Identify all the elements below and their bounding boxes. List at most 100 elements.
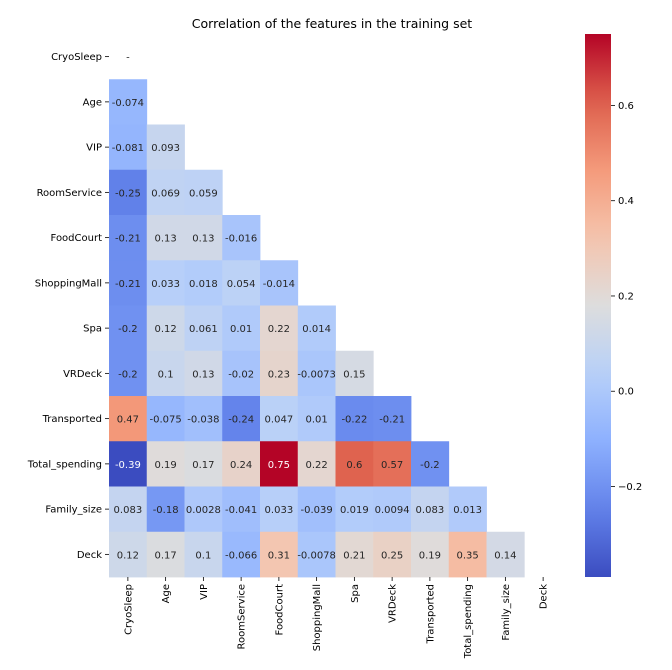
heatmap-cell (184, 531, 223, 578)
cell-value-label: 0.061 (189, 324, 218, 335)
cell-value-label: -0.016 (225, 234, 257, 245)
heatmap-cell (184, 215, 223, 261)
x-tick-label: CryoSleep (123, 584, 134, 635)
heatmap-cell (109, 396, 148, 442)
cell-value-label: 0.75 (268, 460, 290, 471)
cell-value-label: 0.57 (381, 460, 403, 471)
heatmap-cell (222, 531, 261, 578)
y-tick-label: RoomService (37, 188, 102, 199)
heatmap-cell (335, 396, 374, 442)
heatmap-cell (146, 396, 185, 442)
y-tick-label: VIP (86, 143, 102, 154)
heatmap-cell (109, 215, 148, 261)
y-tick-label: Transported (42, 414, 102, 425)
heatmap-cell (260, 396, 299, 442)
y-tick-label: Spa (83, 324, 102, 335)
heatmap-cell (146, 260, 185, 306)
colorbar: −0.2 0.0 0.2 0.4 0.6 (585, 34, 642, 577)
cell-value-label: 0.033 (151, 279, 180, 290)
heatmap-cell (373, 486, 412, 533)
cell-value-label: -0.081 (112, 143, 144, 154)
cell-value-label: -0.014 (263, 279, 295, 290)
cell-value-label: -0.041 (225, 505, 257, 516)
cell-value-label: 0.093 (151, 143, 180, 154)
heatmap-cell (297, 396, 336, 442)
cell-value-label: 0.47 (117, 415, 139, 426)
heatmap-cell (184, 350, 223, 397)
cell-value-label: -0.038 (187, 415, 219, 426)
y-tick-label: FoodCourt (51, 233, 103, 244)
cell-value-label: 0.21 (343, 550, 365, 561)
heatmap-cell (335, 441, 374, 487)
heatmap-cell (109, 169, 148, 216)
cell-value-label: -0.39 (115, 460, 141, 471)
cell-value-label: -0.21 (115, 279, 141, 290)
heatmap-cell (260, 486, 299, 533)
y-tick-label: Total_spending (27, 459, 102, 470)
heatmap-cell (411, 441, 450, 487)
colorbar-tick-label: 0.0 (618, 387, 634, 398)
heatmap-cell (109, 260, 148, 306)
cell-value-label: 0.033 (265, 505, 294, 516)
heatmap-cell (146, 215, 185, 261)
x-tick-label: Total_spending (463, 584, 474, 659)
cell-value-label: 0.014 (302, 324, 331, 335)
cell-value-label: 0.13 (192, 369, 214, 380)
cell-value-label: -0.21 (379, 415, 405, 426)
heatmap-cell (184, 260, 223, 306)
cell-value-label: 0.17 (192, 460, 214, 471)
cell-value-label: 0.19 (419, 550, 441, 561)
heatmap-cell (109, 79, 148, 125)
cell-value-label: -0.21 (115, 234, 141, 245)
y-tick-label: CryoSleep (51, 52, 102, 63)
x-axis-tick-labels: CryoSleep Age VIP RoomService FoodCourt Shopp… (123, 577, 550, 659)
heatmap-cell (373, 531, 412, 578)
y-tick-label: VRDeck (63, 369, 102, 380)
cell-value-label: 0.019 (340, 505, 369, 516)
heatmap-cell (335, 486, 374, 533)
heatmap-cell (109, 124, 148, 171)
heatmap-cell (184, 441, 223, 487)
y-axis-tick-labels: CryoSleep Age VIP RoomService FoodCourt Shopp… (27, 52, 109, 561)
cell-value-label: 0.12 (154, 324, 176, 335)
cell-value-label: 0.15 (343, 369, 365, 380)
cell-value-label: -0.25 (115, 188, 141, 199)
cell-value-label: 0.19 (154, 460, 176, 471)
heatmap-cell (109, 441, 148, 487)
heatmap-cell (109, 531, 148, 578)
cell-value-label: -0.075 (150, 415, 182, 426)
x-tick-label: RoomService (237, 584, 248, 649)
heatmap-cell (297, 531, 336, 578)
cell-value-label: 0.018 (189, 279, 218, 290)
cell-value-label: 0.35 (456, 550, 478, 561)
cell-value-label: -0.066 (225, 550, 257, 561)
cell-value-label: -0.039 (301, 505, 333, 516)
cell-value-label: 0.6 (346, 460, 362, 471)
heatmap-cell (146, 486, 185, 533)
heatmap-cell (260, 305, 299, 352)
colorbar-tick-label: 0.2 (618, 291, 634, 302)
x-tick-label: ShoppingMall (312, 584, 323, 651)
x-tick-label: Spa (350, 584, 361, 603)
heatmap-cell (222, 396, 261, 442)
cell-value-label: 0.047 (265, 415, 294, 426)
heatmap-cell (260, 441, 299, 487)
cell-value-label: -0.22 (341, 415, 367, 426)
heatmap-cell (146, 169, 185, 216)
heatmap-cell (222, 441, 261, 487)
heatmap-cell (260, 260, 299, 306)
cell-value-label: 0.054 (227, 279, 256, 290)
cell-value-label: -0.24 (228, 415, 254, 426)
cell-value-label: 0.23 (268, 369, 290, 380)
heatmap-cell (109, 486, 148, 533)
cell-value-label: 0.083 (416, 505, 445, 516)
x-tick-label: Family_size (501, 584, 512, 641)
cell-value-label: 0.01 (230, 324, 252, 335)
heatmap-cell (222, 260, 261, 306)
x-tick-label: VIP (199, 584, 210, 600)
heatmap-cell (297, 305, 336, 352)
y-tick-label: Age (83, 97, 102, 108)
y-tick-label: ShoppingMall (35, 278, 102, 289)
heatmap-cell (411, 531, 450, 578)
